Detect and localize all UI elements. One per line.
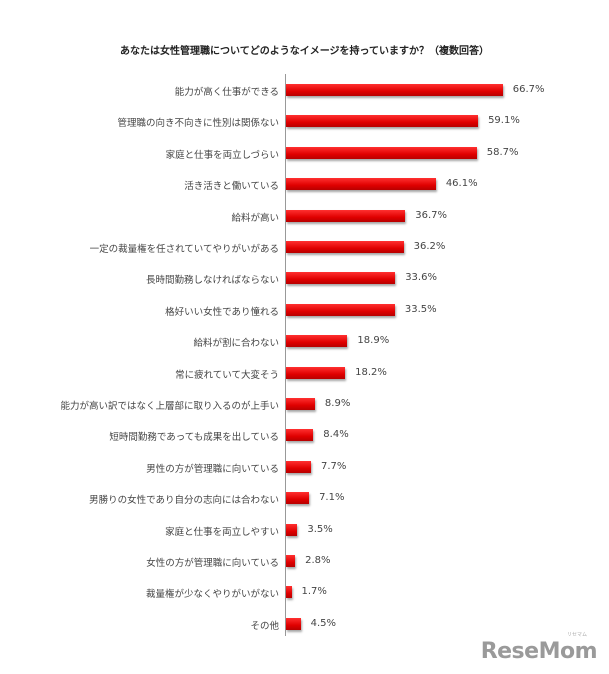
category-label: 長時間勤務しなければならない xyxy=(145,275,279,287)
bar xyxy=(286,303,395,316)
bar xyxy=(286,617,301,630)
value-label: 36.7% xyxy=(415,209,448,221)
value-label: 2.8% xyxy=(305,555,331,566)
category-label: 格好いい女性であり憧れる xyxy=(165,306,279,318)
category-label: 能力が高い訳ではなく上層部に取り入るのが上手い xyxy=(60,401,279,412)
bar xyxy=(286,586,292,599)
bar-row: 常に疲れていて大変そう 18.2% xyxy=(0,364,609,384)
bar-row: 男性の方が管理職に向いている 7.7% xyxy=(0,458,609,478)
category-label: 女性の方が管理職に向いている xyxy=(146,558,279,569)
bar-row: 家庭と仕事を両立しづらい 58.7% xyxy=(0,144,609,164)
bar xyxy=(286,84,503,96)
value-label: 59.1% xyxy=(488,115,520,127)
value-label: 58.7% xyxy=(486,146,519,158)
bar xyxy=(286,335,348,348)
category-axis-line xyxy=(285,74,286,636)
value-label: 66.7% xyxy=(512,84,545,95)
bar-row: 給料が高い 36.7% xyxy=(0,207,609,227)
bar-row: 長時間勤務しなければならない 33.6% xyxy=(0,269,609,289)
bar-row: 男勝りの女性であり自分の志向には合わない 7.1% xyxy=(0,489,609,509)
logo-subtext: リセマム xyxy=(566,632,587,638)
bar xyxy=(286,146,477,159)
category-label: 家庭と仕事を両立しづらい xyxy=(165,149,279,161)
bar-row: 活き活きと働いている 46.1% xyxy=(0,175,609,195)
bar xyxy=(286,555,296,567)
category-label: 管理職の向き不向きに性別は関係ない xyxy=(117,118,279,130)
bar xyxy=(286,460,312,473)
category-label: 男性の方が管理職に向いている xyxy=(146,463,279,475)
bar xyxy=(286,492,310,505)
bar xyxy=(286,272,396,285)
value-label: 36.2% xyxy=(413,241,446,252)
value-label: 4.5% xyxy=(310,617,337,629)
bar-row: 家庭と仕事を両立しやすい 3.5% xyxy=(0,521,609,541)
category-label: 短時間勤務であっても成果を出している xyxy=(109,432,279,444)
value-label: 33.6% xyxy=(405,272,437,284)
value-label: 33.5% xyxy=(404,303,437,315)
value-label: 18.2% xyxy=(355,366,387,378)
category-label: 裁量権が少なくやりがいがない xyxy=(145,589,279,601)
bar-row: 女性の方が管理職に向いている 2.8% xyxy=(0,552,609,572)
bar xyxy=(286,429,314,442)
category-label: 能力が高く仕事ができる xyxy=(174,87,279,98)
bar-row: その他 4.5% xyxy=(0,615,609,635)
category-label: 給料が高い xyxy=(231,212,279,224)
bar-row: 一定の裁量権を任されていてやりがいがある 36.2% xyxy=(0,238,609,258)
value-label: 3.5% xyxy=(307,523,333,535)
value-label: 18.9% xyxy=(357,335,390,347)
category-label: 男勝りの女性であり自分の志向には合わない xyxy=(89,495,279,507)
bar xyxy=(286,241,404,253)
bar-row: 短時間勤務であっても成果を出している 8.4% xyxy=(0,426,609,446)
category-label: 給料が割に合わない xyxy=(193,338,279,350)
chart-title: あなたは女性管理職についてどのようなイメージを持っていますか？（複数回答） xyxy=(120,46,489,57)
bar xyxy=(286,115,479,128)
bar-row: 裁量権が少なくやりがいがない 1.7% xyxy=(0,583,609,603)
value-label: 46.1% xyxy=(445,178,478,190)
bar-row: 格好いい女性であり憧れる 33.5% xyxy=(0,301,609,321)
bar-row: 能力が高く仕事ができる 66.7% xyxy=(0,81,609,101)
bar xyxy=(286,209,406,222)
bar-row: 管理職の向き不向きに性別は関係ない 59.1% xyxy=(0,112,609,132)
bar xyxy=(286,523,298,536)
category-label: 常に疲れていて大変そう xyxy=(175,369,279,381)
value-label: 8.9% xyxy=(324,398,351,409)
category-label: その他 xyxy=(250,620,279,632)
bar xyxy=(286,178,436,191)
value-label: 7.7% xyxy=(321,460,347,472)
bar xyxy=(286,366,346,379)
category-label: 一定の裁量権を任されていてやりがいがある xyxy=(89,244,279,255)
value-label: 1.7% xyxy=(301,586,327,598)
bar-row: 給料が割に合わない 18.9% xyxy=(0,332,609,352)
resemom-logo: ReseMom xyxy=(480,639,598,664)
bar-row: 能力が高い訳ではなく上層部に取り入るのが上手い 8.9% xyxy=(0,395,609,415)
category-label: 家庭と仕事を両立しやすい xyxy=(165,526,279,538)
value-label: 7.1% xyxy=(319,492,345,504)
bar xyxy=(286,398,315,410)
category-label: 活き活きと働いている xyxy=(184,181,279,193)
value-label: 8.4% xyxy=(323,429,349,441)
